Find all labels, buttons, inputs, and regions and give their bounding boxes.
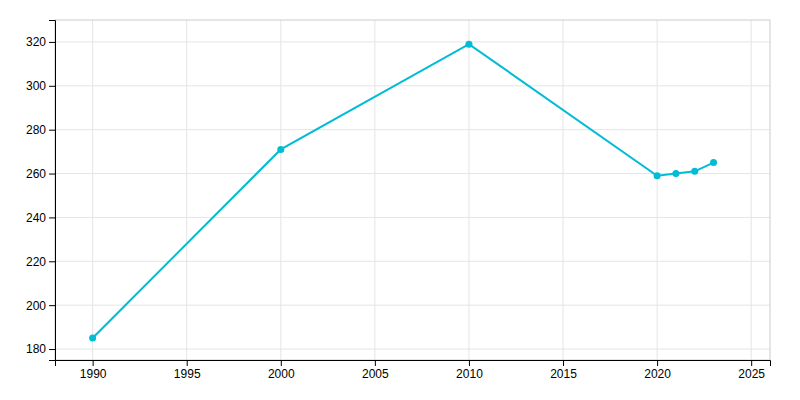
point [691,168,698,175]
x-axis-tick-label: 2020 [644,367,671,381]
x-axis-tick: 2015 [550,360,577,381]
point [465,41,472,48]
y-axis-tick-mark [49,42,55,43]
x-axis-tick-label: 1995 [174,367,201,381]
x-axis-tick-label: 1990 [80,367,107,381]
y-axis-tick: 300 [26,79,55,93]
y-axis-tick-label: 260 [26,167,46,181]
grid-line-x [186,20,187,360]
y-axis-tick-label: 280 [26,123,46,137]
y-axis-line [49,21,56,361]
x-axis-tick: 2020 [644,360,671,381]
point [654,172,661,179]
x-axis: 1990 1995 2000 2005 2010 2015 2020 2025 [56,360,771,381]
y-axis-tick: 320 [26,35,55,49]
y-axis-tick-mark [49,86,55,87]
x-axis-tick-label: 2005 [362,367,389,381]
grid-line-y [55,349,770,350]
grid-line-x [657,20,658,360]
grid-line-x [468,20,469,360]
x-axis-tick-label: 2015 [550,367,577,381]
y-axis-tick-label: 200 [26,299,46,313]
y-axis-tick-label: 240 [26,211,46,225]
point [672,170,679,177]
x-axis-tick-label: 2025 [738,367,765,381]
grid-line-y [55,261,770,262]
y-axis-tick-label: 300 [26,79,46,93]
x-axis-line [56,361,771,367]
grid-line-x [563,20,564,360]
point [710,159,717,166]
marks [89,41,717,342]
x-axis-tick: 2005 [362,360,389,381]
y-axis-tick: 180 [26,342,55,356]
y-axis-tick-label: 220 [26,255,46,269]
x-axis-tick-mark [469,360,470,366]
chart: 1990 1995 2000 2005 2010 2015 2020 2025 180 200 22… [0,0,800,400]
x-axis-tick: 2025 [738,360,765,381]
point [89,335,96,342]
grid-line-x [751,20,752,360]
plot-area: 1990 1995 2000 2005 2010 2015 2020 2025 180 200 22… [26,20,771,381]
y-axis-tick-label: 320 [26,35,46,49]
x-axis-tick: 2010 [456,360,483,381]
y-axis-tick: 200 [26,299,55,313]
y-axis-tick-mark [49,130,55,131]
x-axis-tick-mark [657,360,658,366]
x-axis-tick-mark [93,360,94,366]
y-axis-tick-mark [49,305,55,306]
x-axis-tick: 1995 [174,360,201,381]
y-axis-tick-mark [49,349,55,350]
grid-line-y [55,129,770,130]
y-axis: 180 200 220 240 260 280 300 320 [26,21,56,361]
x-axis-tick-mark [375,360,376,366]
y-axis-tick: 240 [26,211,55,225]
y-axis-tick-mark [49,261,55,262]
line [93,44,714,338]
y-axis-tick-label: 180 [26,342,46,356]
x-axis-tick-label: 2010 [456,367,483,381]
x-axis-tick-mark [751,360,752,366]
x-axis-tick-mark [563,360,564,366]
grid-line-y [55,41,770,42]
x-axis-tick: 1990 [80,360,107,381]
grid-line-y [55,305,770,306]
y-axis-tick: 260 [26,167,55,181]
y-axis-tick-mark [49,174,55,175]
grid-line-x [280,20,281,360]
x-axis-tick-mark [281,360,282,366]
grid-line-x [374,20,375,360]
point [277,146,284,153]
y-axis-tick-mark [49,217,55,218]
x-axis-tick-mark [187,360,188,366]
y-axis-tick: 280 [26,123,55,137]
x-axis-tick-label: 2000 [268,367,295,381]
y-axis-tick: 220 [26,255,55,269]
x-axis-tick: 2000 [268,360,295,381]
grid-line-y [55,173,770,174]
plot-frame [55,20,770,360]
grid [55,20,770,360]
grid-line-y [55,217,770,218]
grid-line-x [92,20,93,360]
grid-line-y [55,85,770,86]
